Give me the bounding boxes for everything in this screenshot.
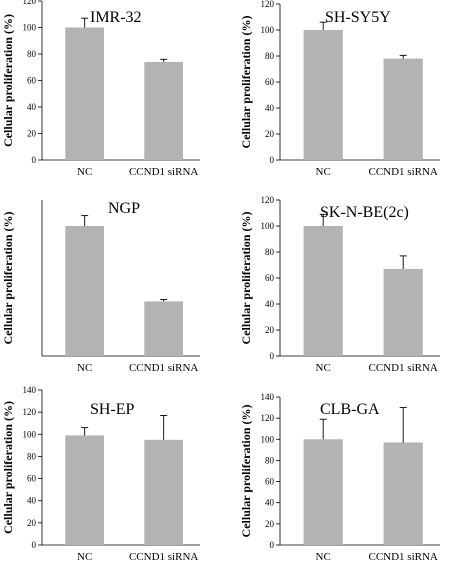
x-category-label: CCND1 siRNA — [369, 166, 438, 178]
y-tick-label: 20 — [265, 519, 275, 529]
y-tick-label: 140 — [23, 385, 37, 395]
chart-panel-2: 0 20 40 60 80 100 120 NC CCND1 siRNA Cellular pro… — [239, 0, 440, 178]
panel-title: SH-SY5Y — [325, 9, 391, 26]
panel-title: NGP — [108, 200, 140, 217]
y-axis-label: Cellular proliferation (%) — [239, 212, 253, 345]
y-tick-label: 0 — [270, 155, 275, 165]
y-tick-label: 20 — [265, 129, 275, 139]
bar-ccnd1-sirna — [383, 442, 423, 545]
x-category-label: NC — [77, 362, 92, 374]
y-tick-label: 80 — [265, 247, 275, 257]
bar-nc — [65, 226, 105, 356]
x-category-label: NC — [77, 166, 92, 178]
y-tick-label: 120 — [261, 0, 275, 9]
y-tick-label: 80 — [27, 451, 37, 461]
panel-title: SH-EP — [90, 401, 135, 418]
y-tick-label: 80 — [265, 455, 275, 465]
y-tick-label: 60 — [27, 474, 37, 484]
bar-ccnd1-sirna — [383, 268, 423, 356]
bar-nc — [303, 439, 343, 545]
y-tick-label: 0 — [270, 540, 275, 550]
bar-nc — [65, 435, 105, 545]
bar-nc — [65, 27, 105, 160]
y-axis-label: Cellular proliferation (%) — [239, 405, 253, 538]
y-axis-label: Cellular proliferation (%) — [1, 212, 15, 345]
x-category-label: NC — [316, 551, 331, 563]
x-category-label: CCND1 siRNA — [369, 362, 438, 374]
x-category-label: CCND1 siRNA — [369, 551, 438, 563]
x-category-label: CCND1 siRNA — [129, 551, 198, 563]
panel-title: IMR-32 — [90, 9, 142, 26]
y-tick-label: 0 — [32, 540, 37, 550]
bar-nc — [303, 226, 343, 356]
y-tick-label: 40 — [27, 496, 37, 506]
y-axis-label: Cellular proliferation (%) — [1, 401, 15, 534]
y-tick-label: 20 — [265, 325, 275, 335]
y-tick-label: 40 — [27, 102, 37, 112]
y-tick-label: 40 — [265, 498, 275, 508]
y-tick-label: 0 — [32, 155, 37, 165]
chart-panel-5: 0 20 40 60 80 100 120 140 NC CCND1 siRNA Cellular … — [1, 385, 200, 563]
y-tick-label: 100 — [23, 23, 37, 33]
chart-panel-3: NC CCND1 siRNA Cellular proliferation (%) N… — [1, 200, 200, 374]
x-category-label: CCND1 siRNA — [129, 166, 198, 178]
y-tick-label: 120 — [261, 195, 275, 205]
panel-title: CLB-GA — [320, 401, 380, 418]
y-axis-label: Cellular proliferation (%) — [239, 16, 253, 149]
bar-nc — [303, 30, 343, 160]
y-tick-label: 120 — [23, 407, 37, 417]
y-tick-label: 20 — [27, 518, 37, 528]
chart-panel-6: 0 20 40 60 80 100 120 140 NC CCND1 siRNA Cellular … — [239, 392, 440, 563]
x-category-label: NC — [316, 362, 331, 374]
y-tick-label: 120 — [23, 0, 37, 6]
chart-panel-4: 0 20 40 60 80 100 120 NC CCND1 siRNA Cellular pro… — [239, 195, 440, 374]
y-tick-label: 20 — [27, 129, 37, 139]
bar-ccnd1-sirna — [144, 439, 184, 545]
bar-ccnd1-sirna — [144, 301, 184, 356]
y-axis-label: Cellular proliferation (%) — [1, 14, 15, 147]
y-tick-label: 120 — [261, 413, 275, 423]
x-category-label: NC — [77, 551, 92, 563]
y-tick-label: 100 — [261, 25, 275, 35]
y-tick-label: 80 — [27, 49, 37, 59]
y-tick-label: 100 — [261, 221, 275, 231]
x-category-label: CCND1 siRNA — [129, 362, 198, 374]
y-tick-label: 140 — [261, 392, 275, 402]
y-tick-label: 60 — [27, 76, 37, 86]
y-tick-label: 80 — [265, 51, 275, 61]
y-tick-label: 60 — [265, 273, 275, 283]
y-tick-label: 40 — [265, 299, 275, 309]
bar-ccnd1-sirna — [383, 58, 423, 160]
y-tick-label: 60 — [265, 477, 275, 487]
x-category-label: NC — [316, 166, 331, 178]
chart-panel-1: 0 20 40 60 80 100 120 NC CCND1 siRNA Cellular pro… — [1, 0, 200, 178]
y-tick-label: 0 — [270, 351, 275, 361]
panel-title: SK-N-BE(2c) — [320, 204, 409, 221]
y-tick-label: 40 — [265, 103, 275, 113]
bar-ccnd1-sirna — [144, 61, 184, 161]
y-tick-label: 100 — [261, 434, 275, 444]
y-tick-label: 60 — [265, 77, 275, 87]
y-tick-label: 100 — [23, 429, 37, 439]
